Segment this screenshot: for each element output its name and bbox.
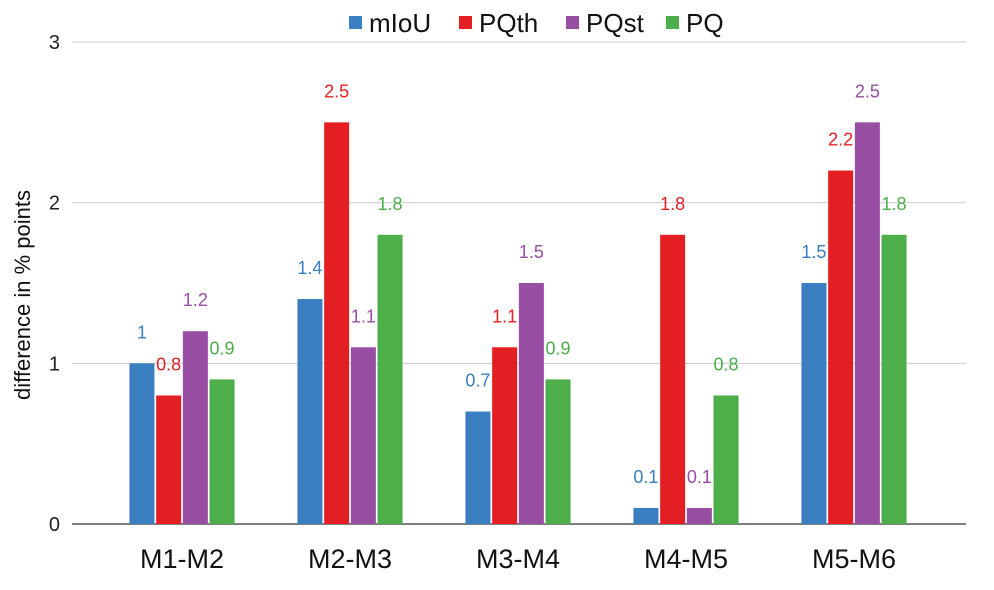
- data-label: 0.7: [465, 371, 490, 391]
- x-axis-ticks: M1-M2 M2-M3 M3-M4 M4-M5 M5-M6: [140, 544, 896, 574]
- bar-pqst-m3-m4: [518, 283, 544, 524]
- y-tick-label: 2: [49, 193, 60, 215]
- data-label: 0.8: [714, 354, 739, 374]
- data-label: 1.1: [351, 306, 376, 326]
- bar-miou-m1-m2: [129, 363, 155, 524]
- data-labels: 1 0.8 1.2 0.9 1.4 2.5 1.1 1.8 0.7 1.1 1.5 0.9 0.1 1.8…: [137, 81, 907, 487]
- legend-swatch-miou: [349, 16, 362, 29]
- bar-pqth-m1-m2: [156, 395, 182, 524]
- data-label: 1.1: [492, 306, 517, 326]
- bar-pqst-m4-m5: [686, 507, 712, 524]
- data-label: 2.2: [828, 130, 853, 150]
- y-tick-label: 0: [49, 514, 60, 536]
- data-label: 1.8: [378, 194, 403, 214]
- bar-miou-m5-m6: [801, 283, 827, 524]
- data-label: 1.8: [660, 194, 685, 214]
- x-tick-label: M1-M2: [140, 544, 224, 574]
- bar-pqth-m5-m6: [828, 170, 854, 525]
- bar-pq-m4-m5: [713, 395, 739, 524]
- x-tick-label: M4-M5: [644, 544, 728, 574]
- data-label: 1: [137, 322, 147, 342]
- legend-swatch-pqth: [459, 16, 472, 29]
- x-tick-label: M3-M4: [476, 544, 560, 574]
- data-label: 2.5: [324, 81, 349, 101]
- bar-pqth-m3-m4: [492, 347, 518, 524]
- legend-label: PQst: [586, 8, 645, 38]
- bar-pqst-m2-m3: [350, 347, 376, 524]
- data-label: 1.5: [801, 242, 826, 262]
- bar-pq-m3-m4: [545, 379, 571, 524]
- legend: mIoU PQth PQst PQ: [349, 8, 724, 38]
- bar-miou-m4-m5: [633, 507, 659, 524]
- bars: [129, 122, 907, 525]
- data-label: 1.4: [297, 258, 322, 278]
- bar-pqth-m4-m5: [660, 234, 686, 525]
- y-tick-label: 3: [49, 32, 60, 54]
- bar-miou-m2-m3: [297, 299, 323, 524]
- legend-swatch-pq: [666, 16, 679, 29]
- legend-swatch-pqst: [566, 16, 579, 29]
- data-label: 0.9: [546, 338, 571, 358]
- data-label: 1.5: [519, 242, 544, 262]
- x-tick-label: M5-M6: [812, 544, 896, 574]
- data-label: 2.5: [855, 81, 880, 101]
- x-tick-label: M2-M3: [308, 544, 392, 574]
- data-label: 1.8: [882, 194, 907, 214]
- bar-pqst-m5-m6: [854, 122, 880, 524]
- y-axis-ticks: 0 1 2 3: [49, 32, 60, 536]
- data-label: 0.1: [633, 467, 658, 487]
- data-label: 0.1: [687, 467, 712, 487]
- bar-pq-m2-m3: [377, 234, 403, 525]
- data-label: 0.8: [156, 354, 181, 374]
- bar-pq-m1-m2: [209, 379, 235, 524]
- legend-label: PQth: [479, 8, 538, 38]
- legend-label: PQ: [686, 8, 724, 38]
- bar-miou-m3-m4: [465, 411, 491, 524]
- bar-pqst-m1-m2: [182, 331, 208, 524]
- bar-pqth-m2-m3: [324, 122, 350, 524]
- data-label: 0.9: [210, 338, 235, 358]
- bar-pq-m5-m6: [881, 234, 907, 525]
- y-axis-label: difference in % points: [10, 190, 35, 400]
- data-label: 1.2: [183, 290, 208, 310]
- legend-label: mIoU: [369, 8, 431, 38]
- y-tick-label: 1: [49, 353, 60, 375]
